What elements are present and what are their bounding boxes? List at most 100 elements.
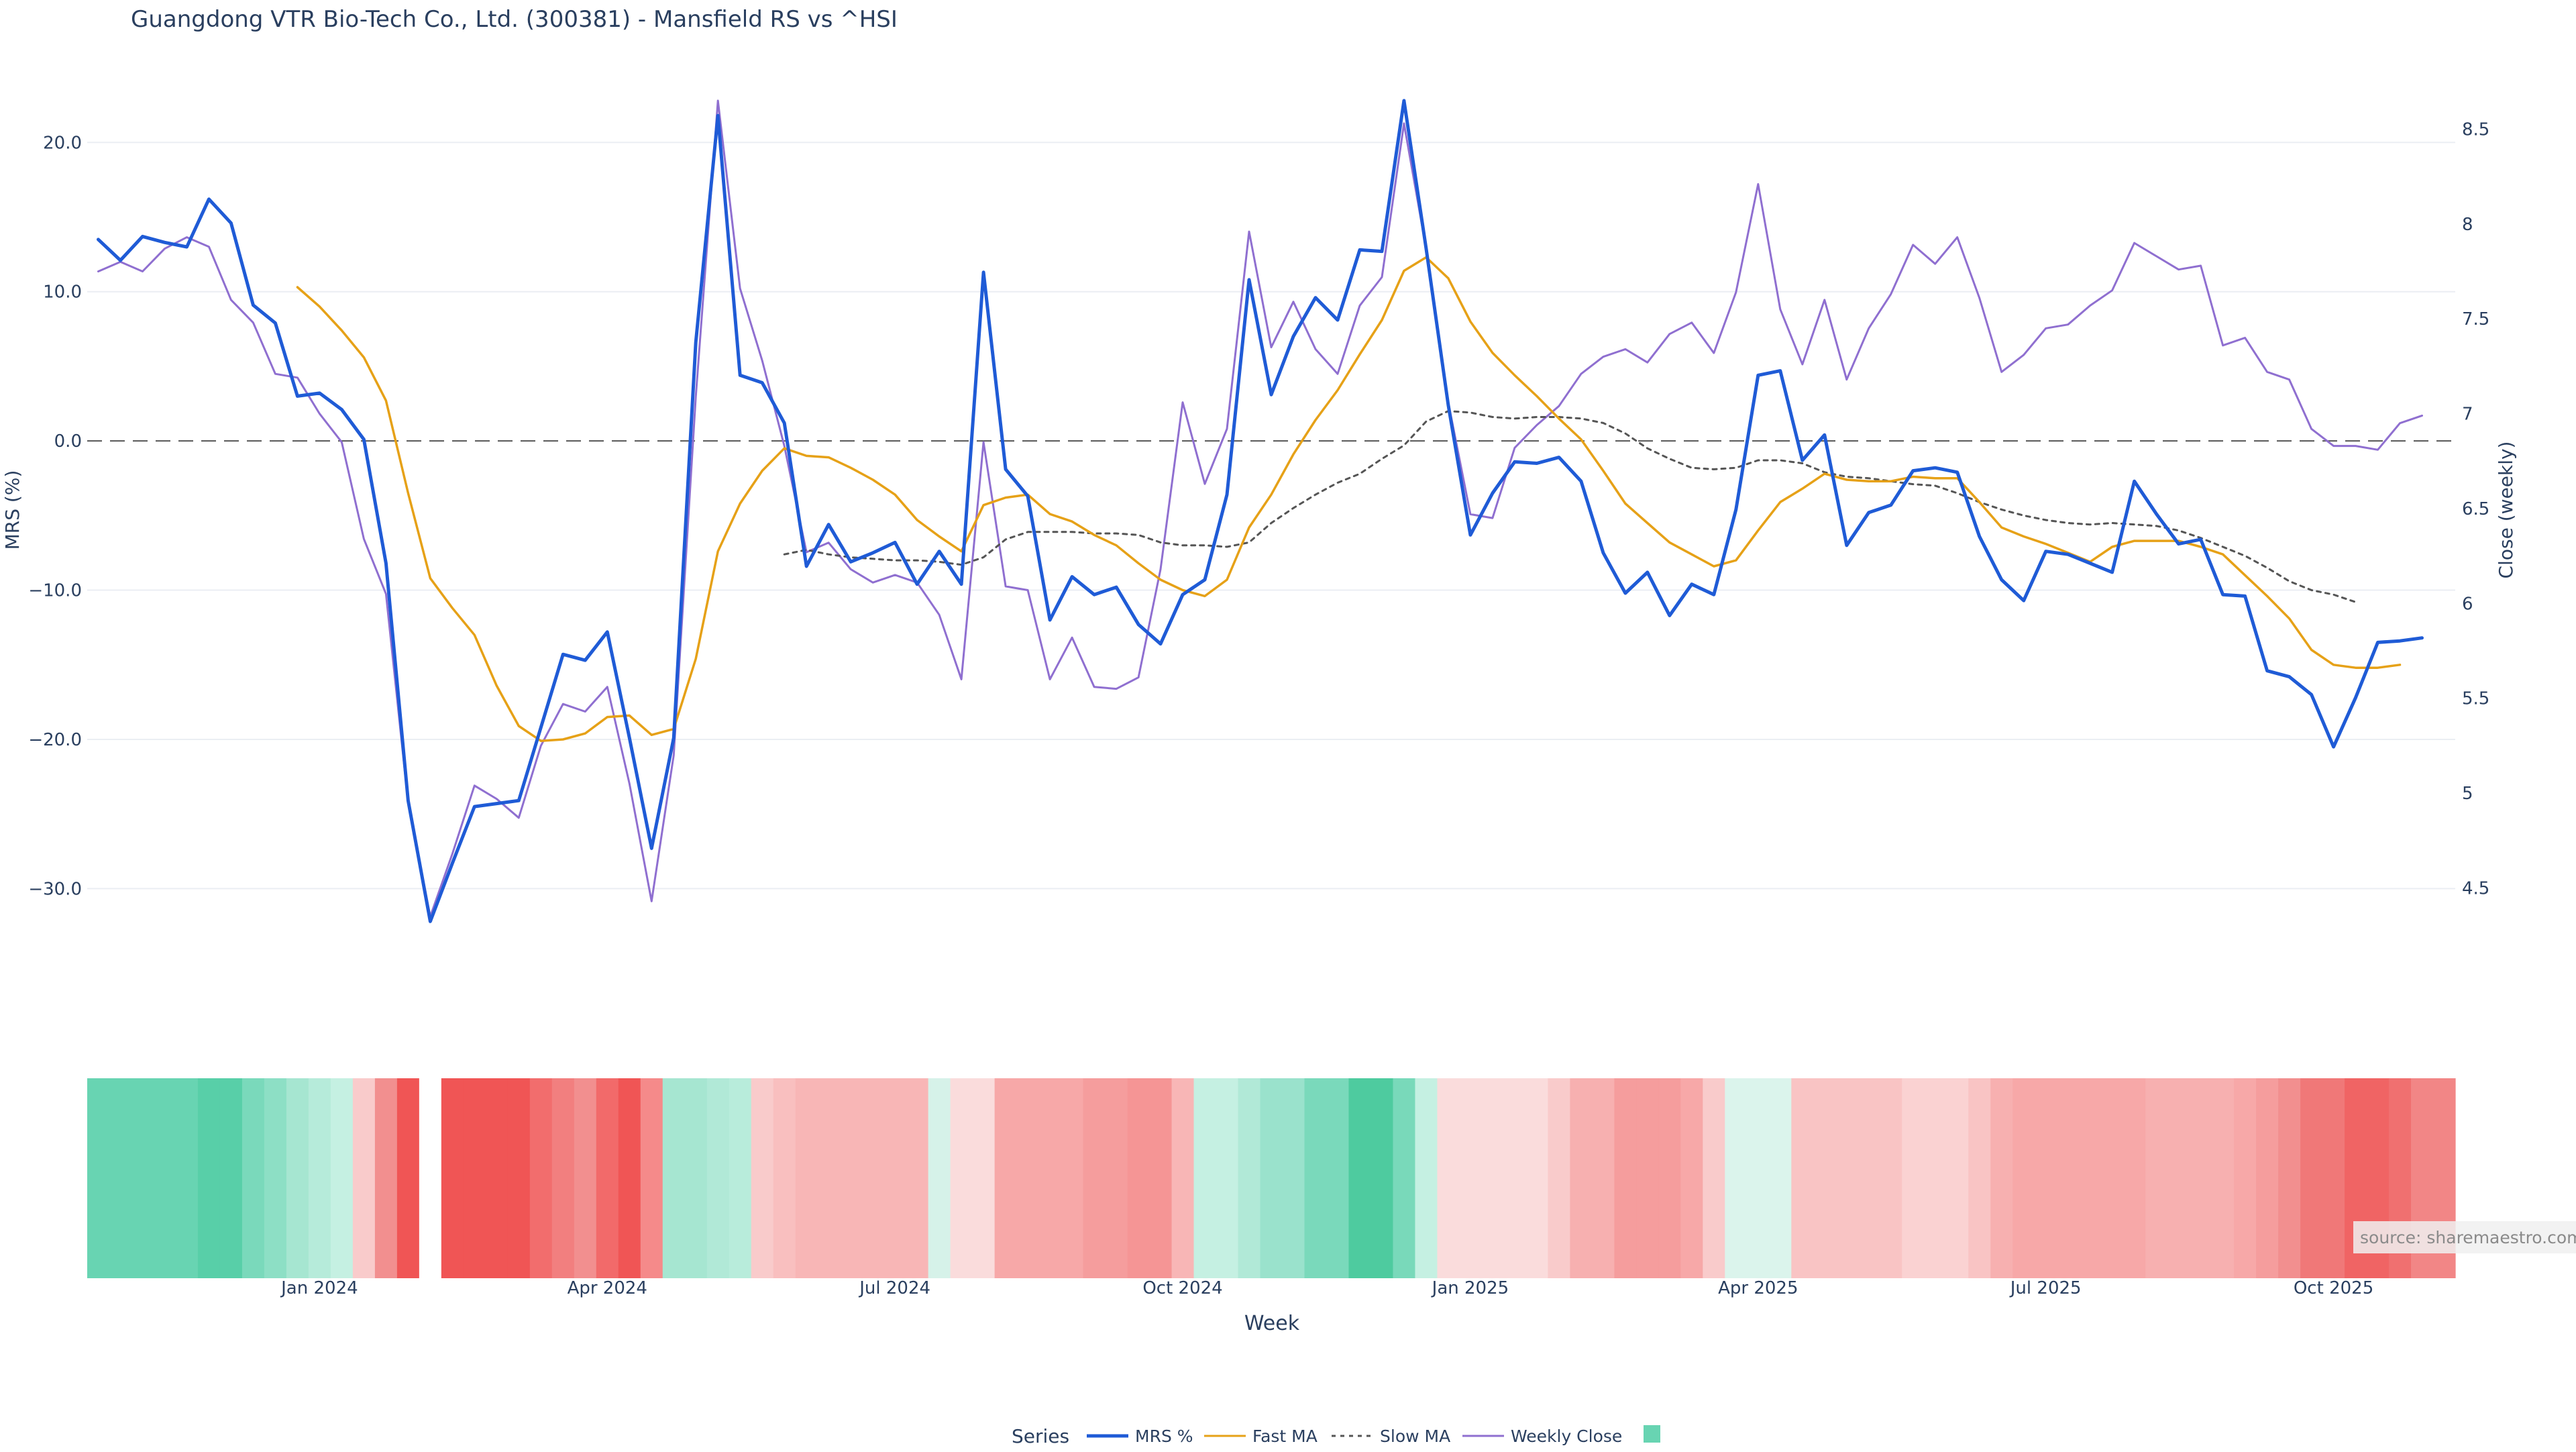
heatmap-cell [2256,1078,2279,1278]
heatmap-cell [1990,1078,2013,1278]
heatmap-cell [330,1078,354,1278]
heatmap-cell [175,1078,199,1278]
x-tick-label: Jul 2025 [2009,1278,2082,1298]
heatmap-cell [1703,1078,1725,1278]
heatmap-cell [1304,1078,1328,1278]
heatmap-cell [1813,1078,1836,1278]
heatmap-cell [994,1078,1018,1278]
heatmap-cell [1680,1078,1703,1278]
source-annotation: source: sharemaestro.com [2353,1221,2576,1253]
heatmap-cell [1968,1078,1991,1278]
y-left-tick-label: 10.0 [43,282,82,303]
heatmap-cell [1459,1078,1483,1278]
legend-label-fast-ma: Fast MA [1252,1427,1318,1446]
heatmap-cell [2322,1078,2345,1278]
heatmap-cell [2300,1078,2323,1278]
legend: Series MRS % Fast MA Slow MA Weekly Close [1012,1425,1660,1447]
y-right-tick-label: 5 [2462,784,2473,804]
heatmap-cell [2057,1078,2080,1278]
y-right-tick-label: 7 [2462,405,2473,425]
heatmap-cell [1105,1078,1128,1278]
chart-title: Guangdong VTR Bio-Tech Co., Ltd. (300381… [131,6,898,33]
series-line-fast-ma [296,256,2402,742]
heatmap-cell [1348,1078,1372,1278]
y-left-tick-label: 20.0 [43,133,82,153]
heatmap-cell [1171,1078,1195,1278]
heatmap-cell [1548,1078,1570,1278]
heatmap-cell [219,1078,243,1278]
heatmap-cell [1016,1078,1040,1278]
heatmap-cell [2190,1078,2212,1278]
heatmap-cell [618,1078,641,1278]
heatmap-cell [1415,1078,1438,1278]
series-layer [97,99,2424,923]
x-axis-label: Week [1244,1312,1300,1335]
x-tick-label: Oct 2024 [1142,1278,1222,1298]
heatmap-cell [419,1078,442,1278]
heatmap-cell [374,1078,398,1278]
y-right-axis: 8.5 8 7.5 7 6.5 6 5.5 5 4.5 [2462,119,2489,898]
heatmap-cell [1636,1078,1659,1278]
heatmap-cell [640,1078,663,1278]
x-axis: Jan 2024 Apr 2024 Jul 2024 Oct 2024 Jan 2025… [280,1278,2373,1298]
heatmap-cell [751,1078,774,1278]
heatmap-cell [286,1078,309,1278]
heatmap-cell [1371,1078,1394,1278]
gridlines [87,142,2455,890]
heatmap-cell [2123,1078,2146,1278]
y-right-tick-label: 8 [2462,215,2473,235]
y-left-axis: 20.0 10.0 0.0 −10.0 −20.0 −30.0 [28,133,82,899]
heatmap-cell [2278,1078,2301,1278]
x-tick-label: Jan 2024 [280,1278,358,1298]
heatmap-cell [441,1078,464,1278]
x-tick-label: Oct 2025 [2294,1278,2373,1298]
heatmap-cell [485,1078,508,1278]
heatmap-cell [1791,1078,1814,1278]
x-tick-label: Jul 2024 [858,1278,930,1298]
x-tick-label: Apr 2025 [1718,1278,1798,1298]
heatmap-cell [1326,1078,1350,1278]
y-right-tick-label: 7.5 [2462,309,2489,329]
legend-label-weekly-close: Weekly Close [1511,1427,1622,1446]
heatmap-cell [308,1078,331,1278]
heatmap-cell [1835,1078,1858,1278]
series-line-slow-ma [783,410,2357,603]
heatmap-cell [1769,1078,1792,1278]
heatmap-cell [883,1078,907,1278]
heatmap-cell [2167,1078,2190,1278]
heatmap-cell [463,1078,486,1278]
heatmap-cell [352,1078,376,1278]
heatmap-cell [197,1078,221,1278]
heatmap-cell [1503,1078,1526,1278]
heatmap-cell [529,1078,553,1278]
y-right-tick-label: 6 [2462,594,2473,614]
heatmap-cell [1038,1078,1062,1278]
legend-label-slow-ma: Slow MA [1380,1427,1450,1446]
heatmap-cell [1725,1078,1748,1278]
heatmap-cell [1149,1078,1173,1278]
heatmap-cell [1437,1078,1460,1278]
y-axis-left-label: MRS (%) [1,470,23,550]
x-tick-label: Jan 2025 [1431,1278,1509,1298]
y-left-tick-label: 0.0 [54,431,82,452]
y-right-tick-label: 8.5 [2462,119,2489,140]
heatmap-cell [1570,1078,1593,1278]
series-line-mrs [97,99,2424,923]
heatmap-cell [1083,1078,1106,1278]
heatmap-cell [87,1078,110,1278]
y-right-tick-label: 4.5 [2462,878,2489,898]
heatmap-cell [972,1078,996,1278]
heatmap-cell [1946,1078,1969,1278]
heatmap-cell [1747,1078,1770,1278]
heatmap-cell [906,1078,929,1278]
y-left-tick-label: −30.0 [28,879,82,899]
legend-title: Series [1012,1425,1069,1447]
heatmap-cell [950,1078,973,1278]
heatmap-cell [2101,1078,2124,1278]
series-line-weekly-close [97,99,2423,918]
heatmap-cell [1260,1078,1283,1278]
heatmap-cell [241,1078,265,1278]
heatmap-cell [1614,1078,1637,1278]
heatmap-cell [1238,1078,1261,1278]
